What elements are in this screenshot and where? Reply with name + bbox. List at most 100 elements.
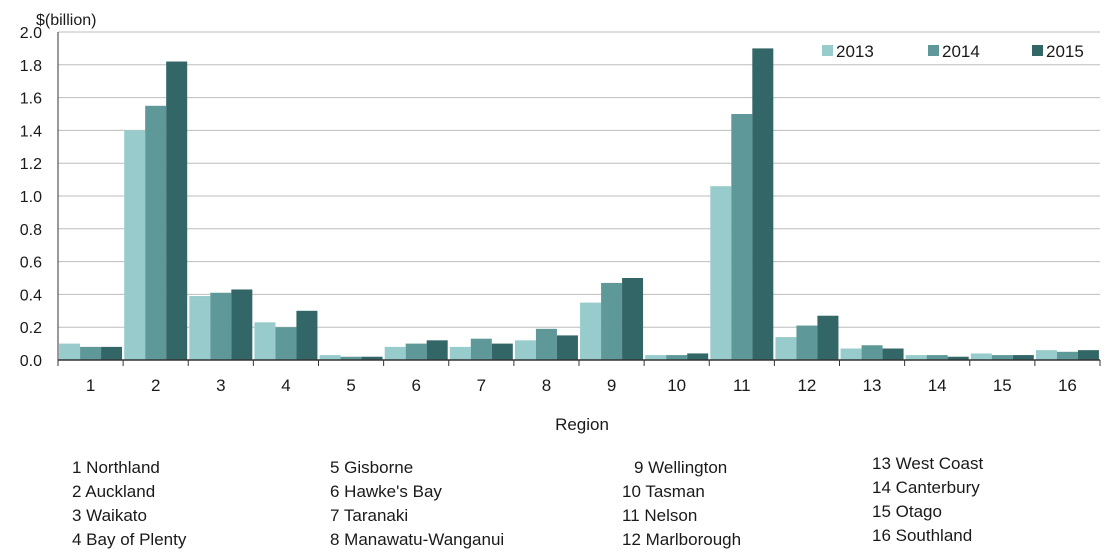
region-key-item: 7 Taranaki xyxy=(330,506,409,525)
bar-2014-region-7 xyxy=(470,338,492,360)
bar-2014-region-4 xyxy=(275,327,297,360)
region-key-item: 4 Bay of Plenty xyxy=(72,530,187,549)
region-key-item: 14 Canterbury xyxy=(872,478,980,497)
bar-2013-region-8 xyxy=(514,340,536,360)
bar-2014-region-13 xyxy=(861,345,883,360)
x-tick-label: 4 xyxy=(281,376,290,395)
legend-label-2013: 2013 xyxy=(836,42,874,61)
bar-2015-region-9 xyxy=(622,278,644,360)
bar-chart: $(billion) 0.0 0.2 0.4 0.6 0.8 1.0 1.2 1.4 1.6 1.… xyxy=(20,12,1101,434)
region-key-item: 15 Otago xyxy=(872,502,942,521)
x-tick-label: 6 xyxy=(411,376,420,395)
legend-swatch-2013 xyxy=(822,45,833,56)
bar-2014-region-5 xyxy=(340,356,362,360)
y-tick-label: 0.4 xyxy=(20,287,42,304)
y-tick-label: 0.2 xyxy=(20,320,42,337)
bar-2015-region-10 xyxy=(687,353,709,360)
x-axis-title: Region xyxy=(555,415,609,434)
bar-2014-region-6 xyxy=(405,343,427,360)
x-tick-label: 11 xyxy=(733,376,751,395)
y-tick-label: 0.6 xyxy=(20,255,42,272)
region-key-column-1: 1 Northland 2 Auckland 3 Waikato 4 Bay o… xyxy=(72,456,186,552)
x-tick-label: 1 xyxy=(86,376,95,395)
x-tick-label: 9 xyxy=(607,376,616,395)
bar-2014-region-1 xyxy=(80,346,102,360)
axes: 0.00.20.40.60.81.01.21.41.61.82.01 2 3 4 5 6 7… xyxy=(20,25,1101,395)
bar-2013-region-7 xyxy=(449,346,471,360)
y-tick-label: 1.8 xyxy=(20,58,42,75)
bar-2015-region-2 xyxy=(166,61,188,361)
region-key-item: 5 Gisborne xyxy=(330,458,414,477)
bar-2015-region-3 xyxy=(231,289,253,360)
y-tick-label: 0.0 xyxy=(20,353,42,370)
bar-2013-region-6 xyxy=(384,346,406,360)
bar-2015-region-15 xyxy=(1012,355,1034,360)
bar-2015-region-16 xyxy=(1077,350,1099,360)
bar-2013-region-10 xyxy=(645,355,667,360)
x-tick-label: 5 xyxy=(346,376,355,395)
bar-2013-region-2 xyxy=(124,130,146,360)
bars xyxy=(59,48,1099,361)
y-tick-label: 0.8 xyxy=(20,222,42,239)
legend-label-2015: 2015 xyxy=(1046,42,1084,61)
bar-2013-region-4 xyxy=(254,322,276,360)
region-key-column-3: 9 Wellington 10 Tasman 11 Nelson 12 Marl… xyxy=(622,456,741,552)
bar-2015-region-13 xyxy=(882,348,904,360)
bar-2015-region-8 xyxy=(556,335,578,360)
bar-2014-region-16 xyxy=(1056,351,1078,360)
region-key-item: 2 Auckland xyxy=(72,482,156,501)
bar-2015-region-1 xyxy=(101,346,123,360)
region-key-item: 12 Marlborough xyxy=(622,530,742,549)
y-tick-label: 1.0 xyxy=(20,189,42,206)
bar-2014-region-15 xyxy=(991,355,1013,360)
region-key: 1 Northland 2 Auckland 3 Waikato 4 Bay o… xyxy=(0,454,1114,556)
bar-2014-region-8 xyxy=(535,328,557,360)
x-tick-label: 10 xyxy=(667,376,686,395)
region-key-item: 1 Northland xyxy=(72,458,160,477)
bar-2014-region-9 xyxy=(601,282,623,360)
bar-2014-region-12 xyxy=(796,325,818,360)
bar-2013-region-12 xyxy=(775,337,797,360)
x-tick-label: 14 xyxy=(928,376,947,395)
bar-2013-region-13 xyxy=(840,348,862,360)
x-tick-label: 13 xyxy=(863,376,882,395)
legend-swatch-2015 xyxy=(1032,45,1043,56)
bar-2013-region-1 xyxy=(59,343,81,360)
x-tick-label: 3 xyxy=(216,376,225,395)
x-tick-label: 8 xyxy=(542,376,551,395)
x-tick-label: 16 xyxy=(1058,376,1077,395)
bar-2013-region-15 xyxy=(970,353,992,360)
bar-2015-region-14 xyxy=(947,356,969,360)
region-key-item: 3 Waikato xyxy=(72,506,147,525)
x-tick-label: 2 xyxy=(151,376,160,395)
bar-2013-region-9 xyxy=(580,302,602,360)
region-key-item: 13 West Coast xyxy=(872,454,984,473)
bar-2013-region-5 xyxy=(319,355,341,360)
x-tick-label: 7 xyxy=(477,376,486,395)
y-axis-unit-label: $(billion) xyxy=(36,12,96,29)
bar-2014-region-14 xyxy=(926,355,948,360)
bar-2015-region-12 xyxy=(817,315,839,360)
y-tick-label: 2.0 xyxy=(20,25,42,42)
y-tick-label: 1.2 xyxy=(20,156,42,173)
bar-2014-region-10 xyxy=(666,355,688,360)
region-key-column-2: 5 Gisborne 6 Hawke's Bay 7 Taranaki 8 Ma… xyxy=(330,456,504,552)
region-key-item: 6 Hawke's Bay xyxy=(330,482,442,501)
region-key-item: 9 Wellington xyxy=(634,458,728,477)
region-key-item: 10 Tasman xyxy=(622,482,705,501)
bar-2013-region-3 xyxy=(189,296,211,360)
x-tick-label: 12 xyxy=(797,376,816,395)
legend: 2013 2014 2015 xyxy=(822,42,1084,61)
bar-2015-region-4 xyxy=(296,310,318,360)
bar-2015-region-6 xyxy=(426,340,448,360)
bar-2015-region-11 xyxy=(752,48,774,361)
bar-2013-region-14 xyxy=(905,355,927,360)
bar-2015-region-7 xyxy=(491,343,513,360)
x-tick-label: 15 xyxy=(993,376,1012,395)
bar-2014-region-11 xyxy=(731,114,753,360)
region-key-item: 8 Manawatu-Wanganui xyxy=(330,530,505,549)
legend-swatch-2014 xyxy=(928,45,939,56)
y-tick-label: 1.6 xyxy=(20,91,42,108)
region-key-item: 11 Nelson xyxy=(622,506,698,525)
bar-2013-region-11 xyxy=(710,186,732,360)
